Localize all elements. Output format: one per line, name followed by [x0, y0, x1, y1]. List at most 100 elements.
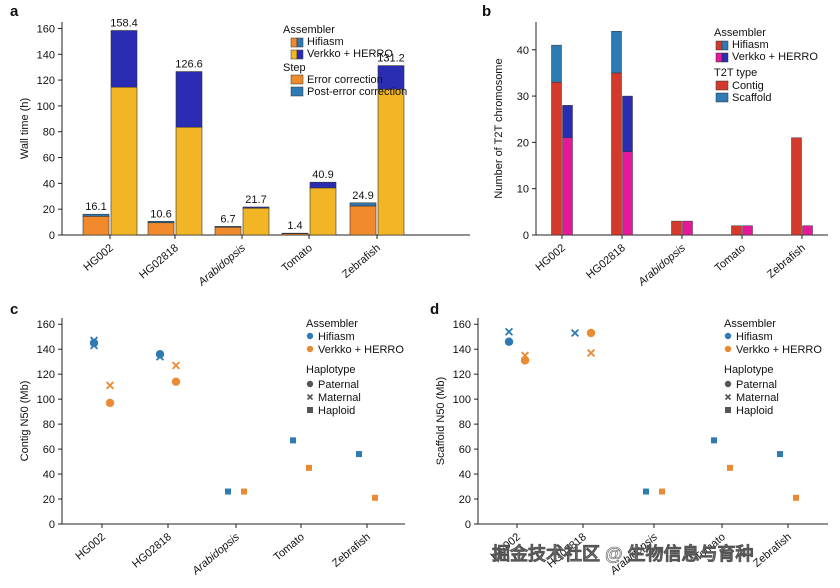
a-bar-verkko-post-error-2	[242, 206, 270, 209]
b-bar-hifiasm-contig-4	[791, 137, 802, 236]
c-legend-marker-paternal	[306, 380, 314, 388]
panel-letter-b: b	[482, 3, 491, 20]
a-data-label-hifiasm-4: 24.9	[352, 190, 373, 202]
b-ytick-label-4: 40	[517, 45, 529, 57]
a-bar-verkko-post-error-4	[377, 65, 405, 90]
a-bar-verkko-post-error-1	[175, 71, 203, 128]
b-bar-hifiasm-scaffold-0	[551, 44, 562, 83]
c-point-4	[105, 398, 115, 408]
a-data-label-hifiasm-3: 1.4	[287, 220, 302, 232]
d-point-11	[777, 451, 783, 458]
d-point-5	[586, 328, 596, 338]
a-xtick-label-2: Arabidopsis	[195, 242, 248, 289]
c-ytick-label-6: 120	[37, 369, 55, 381]
c-point-11	[290, 437, 296, 444]
d-ytick-label-2: 40	[459, 469, 471, 481]
panel-letter-c: c	[10, 301, 18, 318]
c-ytick-label-3: 60	[43, 444, 55, 456]
panel-letter-a: a	[10, 3, 19, 20]
a-bar-verkko-error-correction-1	[175, 126, 203, 236]
a-legend-label-error-correction: Error correction	[307, 74, 383, 86]
d-point-10	[727, 464, 733, 471]
d-point-9	[711, 437, 717, 444]
a-ytick-label-4: 80	[43, 127, 55, 139]
d-point-12	[793, 494, 799, 501]
a-data-label-verkko-2: 21.7	[245, 194, 266, 206]
b-bar-verkko-contig-0	[562, 137, 573, 236]
a-bar-hifiasm-error-correction-1	[147, 222, 175, 236]
d-legend-label-maternal: Maternal	[736, 392, 779, 404]
panel-c-chart: 0 20 40 60 80 100 120 140 160 Contig N50 (Mb) HG00…	[19, 318, 405, 578]
d-ytick-label-8: 160	[453, 319, 471, 331]
b-xtick-label-4: Zebrafish	[765, 242, 808, 281]
c-point-6	[155, 352, 165, 361]
a-ytick-label-6: 120	[37, 75, 55, 87]
d-point-0	[504, 327, 514, 336]
a-bar-hifiasm-post-error-4	[349, 202, 377, 207]
c-legend-label-maternal: Maternal	[318, 392, 361, 404]
a-legend-label-post-error: Post-error correction	[307, 86, 407, 98]
c-ytick-label-8: 160	[37, 319, 55, 331]
c-point-9	[225, 488, 231, 495]
c-legend-marker-verkko	[306, 345, 314, 353]
a-data-label-verkko-0: 158.4	[110, 18, 138, 30]
a-bar-hifiasm-error-correction-4	[349, 205, 377, 236]
c-point-8	[171, 377, 181, 386]
b-bar-verkko-scaffold-1	[622, 95, 633, 152]
a-ytick-label-5: 100	[37, 101, 55, 113]
b-legend-label-scaffold: Scaffold	[732, 92, 772, 104]
b-legend-label-contig: Contig	[732, 80, 764, 92]
d-point-4	[570, 328, 580, 338]
c-ylabel: Contig N50 (Mb)	[19, 381, 31, 462]
c-xtick-label-4: Zebrafish	[330, 531, 373, 570]
b-legend-swatch-verkko-left	[715, 52, 723, 63]
a-ylabel: Wall time (h)	[19, 98, 31, 159]
d-legend-marker-hifiasm	[724, 332, 732, 340]
b-bar-hifiasm-contig-3	[731, 225, 742, 236]
b-ylabel: Number of T2T chromosome	[493, 58, 505, 198]
panel-letter-d: d	[430, 301, 439, 318]
a-bar-hifiasm-post-error-2	[214, 226, 242, 228]
b-bar-hifiasm-scaffold-1	[611, 31, 622, 74]
a-legend-swatch-post-error	[290, 86, 304, 97]
c-legend-title-assembler: Assembler	[306, 318, 358, 330]
c-point-7	[171, 361, 181, 370]
a-legend-swatch-verkko-left	[290, 49, 298, 60]
a-legend-swatch-error-correction	[290, 74, 304, 85]
a-bar-verkko-error-correction-2	[242, 207, 270, 236]
a-bar-hifiasm-error-correction-0	[82, 215, 110, 236]
c-ytick-label-1: 20	[43, 494, 55, 506]
b-bar-verkko-scaffold-0	[562, 105, 573, 139]
a-data-label-hifiasm-0: 16.1	[85, 201, 106, 213]
a-data-label-verkko-1: 126.6	[175, 59, 203, 71]
c-point-5	[155, 350, 165, 359]
c-point-0	[89, 338, 99, 348]
a-legend-swatch-verkko-right	[296, 49, 304, 60]
d-legend-label-hifiasm: Hifiasm	[736, 331, 773, 343]
a-xtick-label-1: HG02818	[137, 242, 181, 281]
c-ytick-label-4: 80	[43, 419, 55, 431]
a-xtick-label-0: HG002	[82, 242, 116, 274]
c-legend-marker-maternal	[306, 393, 314, 401]
d-legend-title-assembler: Assembler	[724, 318, 776, 330]
a-data-label-verkko-4: 131.2	[377, 53, 405, 65]
b-ytick-label-2: 20	[517, 137, 529, 149]
a-legend-swatch-hifiasm-left	[290, 37, 298, 48]
b-legend-label-verkko: Verkko + HERRO	[732, 51, 818, 63]
b-legend-swatch-hifiasm-left	[715, 40, 723, 51]
d-point-3	[520, 356, 530, 365]
b-legend-swatch-contig	[715, 80, 729, 91]
b-legend-title-t2t-type: T2T type	[714, 67, 757, 79]
d-legend-title-haplotype: Haplotype	[724, 364, 774, 376]
c-legend-title-haplotype: Haplotype	[306, 364, 356, 376]
d-point-7	[643, 488, 649, 495]
b-legend-title-assembler: Assembler	[714, 27, 766, 39]
a-bar-hifiasm-post-error-3	[281, 232, 309, 235]
d-ytick-label-0: 0	[465, 519, 471, 531]
a-legend-swatch-hifiasm-right	[296, 37, 304, 48]
b-xtick-label-0: HG002	[534, 242, 568, 274]
b-bar-verkko-contig-2	[682, 220, 693, 236]
a-bar-verkko-post-error-0	[110, 30, 138, 88]
c-legend-marker-haploid	[307, 407, 313, 413]
